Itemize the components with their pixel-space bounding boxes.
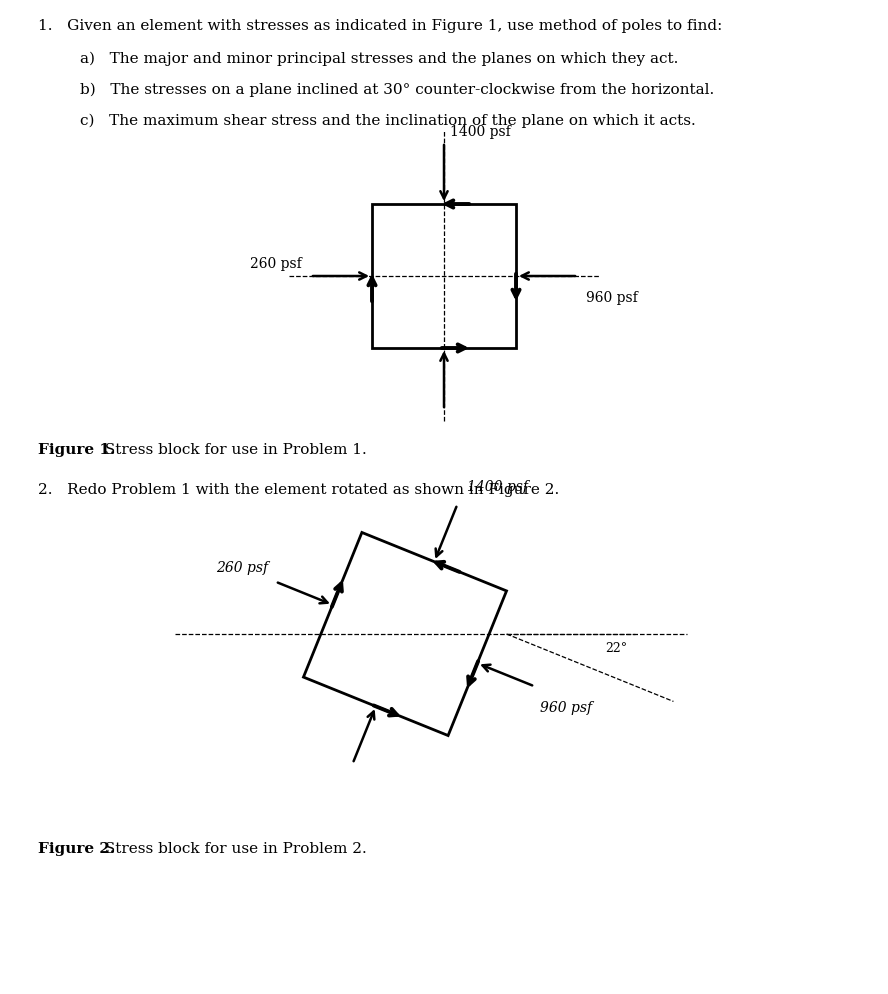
Text: 260 psf: 260 psf xyxy=(216,561,268,575)
Text: b)   The stresses on a plane inclined at 30° counter-clockwise from the horizont: b) The stresses on a plane inclined at 3… xyxy=(80,83,714,97)
Text: Stress block for use in Problem 2.: Stress block for use in Problem 2. xyxy=(100,842,367,856)
Text: 960 psf: 960 psf xyxy=(586,291,638,305)
Text: Figure 2.: Figure 2. xyxy=(38,842,115,856)
Text: c)   The maximum shear stress and the inclination of the plane on which it acts.: c) The maximum shear stress and the incl… xyxy=(80,114,696,128)
Text: 22°: 22° xyxy=(606,642,628,655)
Text: 960 psf: 960 psf xyxy=(541,701,592,715)
Text: Figure 1.: Figure 1. xyxy=(38,443,115,457)
Text: Stress block for use in Problem 1.: Stress block for use in Problem 1. xyxy=(100,443,367,457)
Text: a)   The major and minor principal stresses and the planes on which they act.: a) The major and minor principal stresse… xyxy=(80,52,678,67)
Text: 1400 psf: 1400 psf xyxy=(467,479,528,494)
Text: 260 psf: 260 psf xyxy=(250,257,302,271)
Text: 2.   Redo Problem 1 with the element rotated as shown in Figure 2.: 2. Redo Problem 1 with the element rotat… xyxy=(38,483,559,497)
Text: 1.   Given an element with stresses as indicated in Figure 1, use method of pole: 1. Given an element with stresses as ind… xyxy=(38,19,722,33)
Text: 1400 psf: 1400 psf xyxy=(450,125,511,139)
